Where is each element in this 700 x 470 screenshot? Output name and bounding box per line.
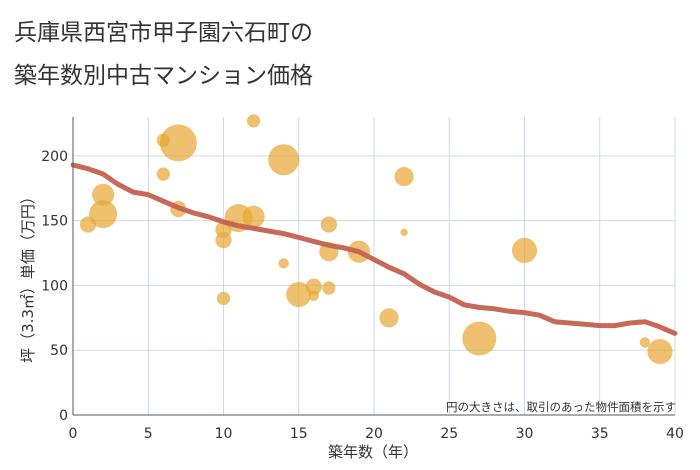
tick-labels: 0 5 10 15 20 25 30 35 40 0 50 100 150 200 (41, 149, 684, 442)
bubble-point-14 (278, 258, 289, 269)
x-tick-label-15: 15 (290, 426, 308, 442)
bubble-point-25 (462, 321, 497, 356)
size-note: 円の大きさは、取引のあった物件面積を示す (446, 400, 676, 414)
x-axis-label: 築年数（年） (328, 443, 418, 461)
bubble-point-26 (511, 237, 538, 264)
bubble-point-22 (379, 308, 399, 328)
bubble-point-24 (400, 228, 408, 236)
bubble-point-11 (242, 205, 265, 228)
y-axis-label: 坪（3.3㎡）単価（万円） (19, 189, 37, 363)
x-tick-label-10: 10 (215, 426, 233, 442)
x-tick-label-0: 0 (69, 426, 78, 442)
bubble-series (79, 114, 673, 365)
bubble-point-20 (322, 281, 336, 295)
grid (73, 117, 676, 415)
bubble-point-18 (320, 216, 337, 233)
trend-series (70, 162, 678, 336)
bubble-point-15 (286, 281, 312, 308)
bubble-point-23 (394, 167, 414, 187)
x-tick-label-30: 30 (516, 426, 534, 442)
bubble-point-1 (92, 183, 115, 206)
chart-title-line-2: 築年数別中古マンション価格 (14, 63, 313, 89)
bubble-point-13 (268, 144, 300, 176)
x-tick-label-25: 25 (440, 426, 458, 442)
axes (72, 117, 675, 416)
bubble-point-16 (305, 278, 322, 295)
y-tick-label-100: 100 (41, 278, 68, 294)
x-tick-label-20: 20 (365, 426, 383, 442)
x-tick-label-5: 5 (144, 426, 153, 442)
bubble-point-4 (156, 167, 170, 181)
bubble-point-17 (308, 290, 319, 301)
chart-title-line-1: 兵庫県西宮市甲子園六石町の (14, 20, 313, 46)
y-tick-label-150: 150 (41, 214, 68, 230)
bubble-point-28 (647, 338, 673, 365)
y-tick-label-0: 0 (59, 408, 68, 424)
y-tick-label-200: 200 (41, 149, 68, 165)
x-tick-label-40: 40 (666, 426, 684, 442)
trend-line (70, 162, 678, 336)
bubble-point-9 (216, 291, 231, 306)
y-tick-label-50: 50 (50, 343, 68, 359)
bubble-point-5 (159, 124, 197, 162)
bubble-point-27 (639, 337, 651, 348)
bubble-point-2 (89, 200, 118, 229)
bubble-point-12 (246, 114, 261, 128)
x-tick-label-35: 35 (591, 426, 609, 442)
bubble-point-8 (215, 231, 232, 249)
